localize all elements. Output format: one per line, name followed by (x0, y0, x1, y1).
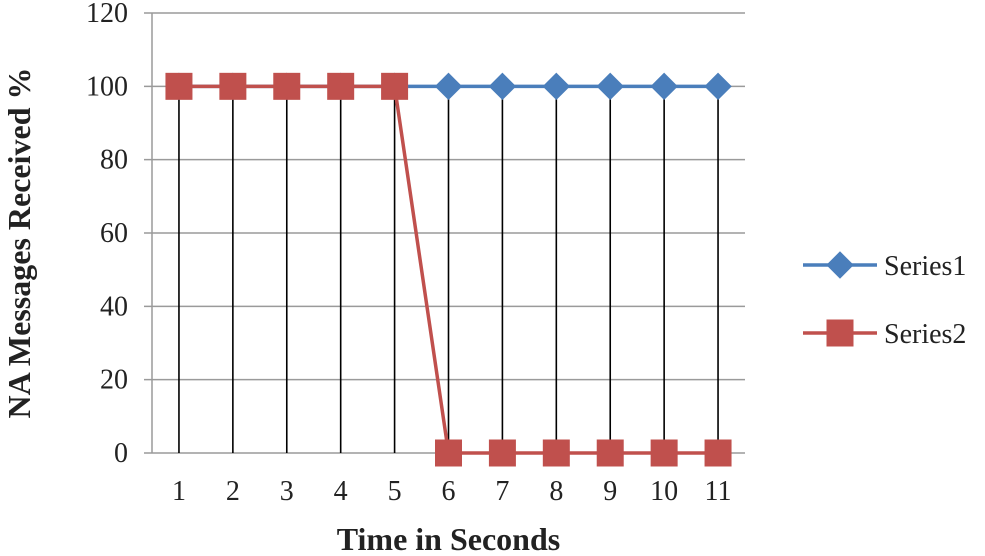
x-tick-label: 7 (495, 476, 509, 507)
legend-marker (826, 251, 854, 279)
x-tick-label: 10 (650, 476, 678, 507)
y-tick-label: 80 (100, 145, 128, 176)
y-tick-label: 120 (86, 0, 128, 29)
data-point-marker (542, 439, 570, 467)
data-point-marker (219, 72, 247, 100)
x-tick-label: 11 (705, 476, 732, 507)
data-point-marker (488, 439, 516, 467)
drop-lines (178, 86, 719, 453)
legend-item-1: Series1 (803, 251, 966, 282)
data-point-marker (704, 439, 732, 467)
x-tick-label: 1 (172, 476, 186, 507)
data-point-marker (650, 72, 678, 101)
legend-label: Series2 (884, 319, 966, 350)
data-point-marker (327, 72, 355, 100)
y-tick-labels: 0 20 40 60 80 100 120 (86, 0, 128, 469)
x-tick-label: 5 (388, 476, 402, 507)
data-point-marker (435, 439, 462, 467)
x-tick-labels: 1 2 3 4 5 6 7 8 9 10 11 (172, 476, 732, 507)
y-axis-title: NA Messages Received % (1, 67, 37, 418)
y-tick-label: 100 (86, 71, 128, 102)
data-point-marker (596, 72, 624, 101)
data-point-marker (650, 439, 678, 467)
data-point-marker (704, 72, 732, 101)
y-tick-label: 60 (100, 218, 128, 249)
series-2 (165, 72, 732, 467)
legend-marker (826, 319, 854, 347)
y-tick-label: 20 (100, 365, 128, 396)
data-point-marker (273, 72, 301, 100)
x-tick-label: 3 (280, 476, 294, 507)
legend-item-2: Series2 (803, 319, 966, 350)
series-layer (165, 72, 732, 467)
x-tick-label: 9 (603, 476, 617, 507)
x-tick-label: 8 (549, 476, 563, 507)
data-point-marker (165, 72, 193, 100)
x-tick-label: 4 (334, 476, 348, 507)
x-tick-label: 2 (226, 476, 240, 507)
data-point-marker (488, 72, 517, 101)
data-point-marker (381, 72, 409, 100)
data-point-marker (434, 72, 463, 101)
x-axis-title: Time in Seconds (337, 521, 560, 556)
data-point-marker (596, 439, 624, 467)
x-tick-label: 6 (442, 476, 456, 507)
legend-label: Series1 (884, 251, 966, 282)
data-point-marker (542, 72, 571, 101)
y-tick-label: 40 (100, 291, 128, 322)
y-tick-label: 0 (114, 438, 128, 469)
legend: Series1 Series2 (803, 251, 966, 350)
